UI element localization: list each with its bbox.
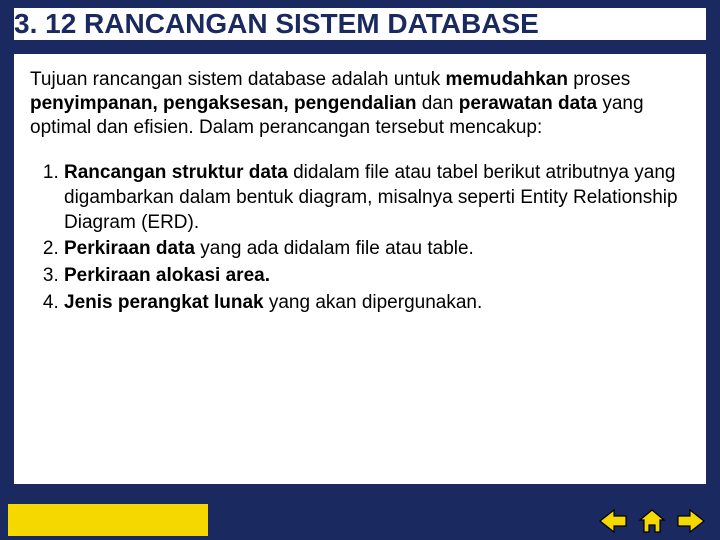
bold-text: memudahkan <box>445 69 567 90</box>
text-span: proses <box>568 69 630 90</box>
text-span: Tujuan rancangan sistem database adalah … <box>30 69 445 90</box>
list-item: Jenis perangkat lunak yang akan dipergun… <box>64 291 690 316</box>
list-item: Rancangan struktur data didalam file ata… <box>64 161 690 235</box>
text-span: dan <box>416 93 458 114</box>
title-area: 3. 12 RANCANGAN SISTEM DATABASE <box>0 0 720 50</box>
intro-paragraph: Tujuan rancangan sistem database adalah … <box>30 68 690 139</box>
slide-title: 3. 12 RANCANGAN SISTEM DATABASE <box>14 8 706 44</box>
bold-text: penyimpanan, pengaksesan, pengendalian <box>30 93 416 114</box>
list-item: Perkiraan alokasi area. <box>64 264 690 289</box>
nav-next-icon[interactable] <box>676 508 706 534</box>
bold-text: Rancangan struktur data <box>64 162 288 183</box>
slide-container: 3. 12 RANCANGAN SISTEM DATABASE Tujuan r… <box>0 0 720 540</box>
footer-bar <box>0 500 720 540</box>
bold-text: Perkiraan data <box>64 238 195 259</box>
numbered-list: Rancangan struktur data didalam file ata… <box>30 161 690 315</box>
nav-prev-icon[interactable] <box>598 508 628 534</box>
text-span: yang akan dipergunakan. <box>264 292 483 313</box>
nav-home-icon[interactable] <box>638 508 666 534</box>
text-span: yang ada didalam file atau table. <box>195 238 474 259</box>
bold-text: Jenis perangkat lunak <box>64 292 264 313</box>
footer-accent-block <box>8 504 208 536</box>
bold-text: Perkiraan alokasi area. <box>64 265 270 286</box>
nav-icon-group <box>598 508 706 534</box>
bold-text: perawatan data <box>459 93 597 114</box>
list-item: Perkiraan data yang ada didalam file ata… <box>64 237 690 262</box>
content-box: Tujuan rancangan sistem database adalah … <box>14 54 706 484</box>
